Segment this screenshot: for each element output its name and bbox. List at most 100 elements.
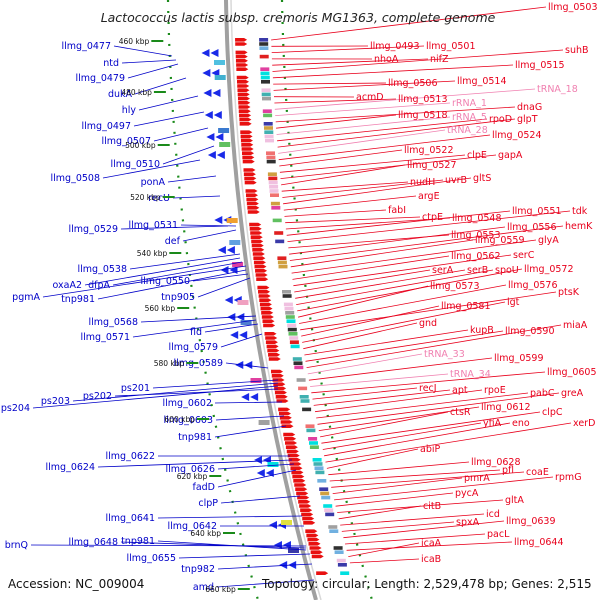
- gene-block: [329, 529, 339, 533]
- right-gene-label: tdk: [572, 206, 588, 217]
- gene-arrow-reverse: [242, 159, 255, 164]
- gene-arrow-reverse: [300, 508, 313, 512]
- gene-block-forward: [219, 142, 231, 147]
- right-label-leader: [286, 210, 511, 236]
- right-label-leader: [289, 225, 564, 261]
- gene-arrow-reverse: [235, 59, 248, 63]
- kbp-tick-label: 560 kbp: [145, 304, 176, 313]
- left-gene-label: llmg_0529: [69, 224, 119, 235]
- right-label-leader: [281, 164, 406, 186]
- right-gene-label: llmg_0527: [407, 160, 457, 171]
- left-label-leader: [134, 77, 187, 95]
- gene-block: [269, 185, 279, 189]
- gene-block-forward: [214, 75, 226, 80]
- right-gene-label: rRNA_5: [452, 112, 487, 123]
- gene-arrow-reverse: [261, 315, 274, 319]
- gene-arrow-reverse: [259, 302, 272, 307]
- gene-arrow-forward: [253, 456, 262, 464]
- right-label-leader: [328, 461, 470, 476]
- left-gene-label: llmg_0497: [82, 121, 132, 132]
- gene-arrow-reverse: [265, 336, 278, 340]
- kbp-dotted-ring: [166, 0, 260, 600]
- left-label-leader: [138, 95, 199, 111]
- gene-arrow-reverse: [237, 88, 250, 93]
- right-gene-label: hemK: [565, 221, 593, 232]
- gene-block: [309, 445, 319, 449]
- left-label-leader: [162, 145, 215, 165]
- left-label-leader: [152, 379, 279, 389]
- right-label-leader: [326, 448, 419, 469]
- gene-arrow-reverse: [302, 516, 315, 521]
- gene-block: [314, 466, 324, 470]
- gene-block: [323, 504, 333, 508]
- right-gene-label: icaB: [421, 554, 441, 565]
- gene-arrow-reverse: [309, 546, 322, 550]
- right-label-leader: [281, 181, 409, 192]
- gene-arrow-forward: [268, 521, 277, 529]
- right-label-leader: [305, 330, 504, 362]
- gene-block: [285, 311, 295, 315]
- right-label-leader: [291, 239, 537, 274]
- gene-arrow-reverse: [306, 533, 319, 538]
- gene-block: [267, 172, 277, 176]
- right-label-leader: [283, 177, 472, 205]
- left-gene-label: ps202: [83, 391, 112, 402]
- gene-arrow-reverse: [298, 500, 311, 504]
- kbp-tick-label: 460 kbp: [119, 37, 150, 46]
- gene-block: [260, 71, 270, 76]
- right-gene-label: recJ: [419, 383, 437, 394]
- gene-block: [264, 130, 274, 134]
- left-gene-label: clpP: [198, 498, 218, 509]
- gene-block: [293, 361, 303, 365]
- gene-arrow-forward: [216, 151, 225, 159]
- gene-arrow-reverse: [236, 75, 249, 80]
- gene-arrow-reverse: [235, 38, 248, 42]
- left-gene-label: llmg_0602: [163, 398, 213, 409]
- gene-arrow-reverse: [297, 495, 310, 500]
- right-gene-label: rpoD: [489, 114, 512, 125]
- gene-arrow-reverse: [283, 432, 296, 437]
- gene-arrow-reverse: [296, 491, 309, 496]
- right-gene-label: miaA: [563, 320, 588, 331]
- right-label-leader: [275, 106, 516, 123]
- left-label-leader: [97, 269, 247, 300]
- right-gene-label: citB: [423, 501, 441, 512]
- gene-arrow-reverse: [240, 130, 253, 134]
- gene-block: [287, 327, 297, 332]
- left-label-leader: [217, 469, 297, 488]
- left-gene-label: llmg_0531: [129, 220, 179, 231]
- gene-arrow-forward: [202, 69, 211, 77]
- gene-block-forward: [237, 300, 249, 305]
- right-gene-label: tRNA_34: [450, 369, 491, 380]
- left-label-leader: [133, 111, 205, 127]
- left-gene-label: tnp981: [178, 432, 212, 443]
- genome-backbone-inner: [230, 0, 322, 600]
- gene-block: [277, 256, 287, 260]
- gene-arrow-reverse: [294, 483, 307, 487]
- right-gene-label: clpE: [467, 150, 487, 161]
- gene-arrow-reverse: [255, 273, 268, 277]
- left-gene-label: llmg_0571: [81, 332, 131, 343]
- right-gene-label: llmg_0562: [451, 251, 501, 262]
- left-label-leader: [204, 323, 259, 333]
- gene-arrow-reverse: [238, 105, 251, 109]
- right-gene-label: greA: [561, 388, 584, 399]
- gene-arrow-reverse: [250, 235, 263, 239]
- right-gene-label: spoU: [495, 265, 519, 276]
- gene-arrow-forward: [282, 541, 291, 549]
- right-gene-label: spxA: [456, 517, 480, 528]
- left-gene-label: llmg_0648: [69, 537, 119, 548]
- gene-arrow-forward: [210, 49, 219, 57]
- right-gene-label: rpmG: [555, 472, 582, 483]
- gene-block-forward: [226, 218, 238, 223]
- right-label-leader: [290, 239, 474, 268]
- gene-block: [268, 180, 278, 185]
- left-gene-label: amd: [193, 582, 214, 593]
- gene-arrow-reverse: [236, 80, 249, 84]
- gene-arrow-reverse: [261, 311, 274, 315]
- right-label-leader: [287, 210, 571, 242]
- gene-block: [270, 193, 279, 197]
- left-gene-label: ps204: [1, 403, 30, 414]
- left-label-leader: [114, 388, 279, 397]
- kbp-tick-label: 480 kbp: [121, 88, 152, 97]
